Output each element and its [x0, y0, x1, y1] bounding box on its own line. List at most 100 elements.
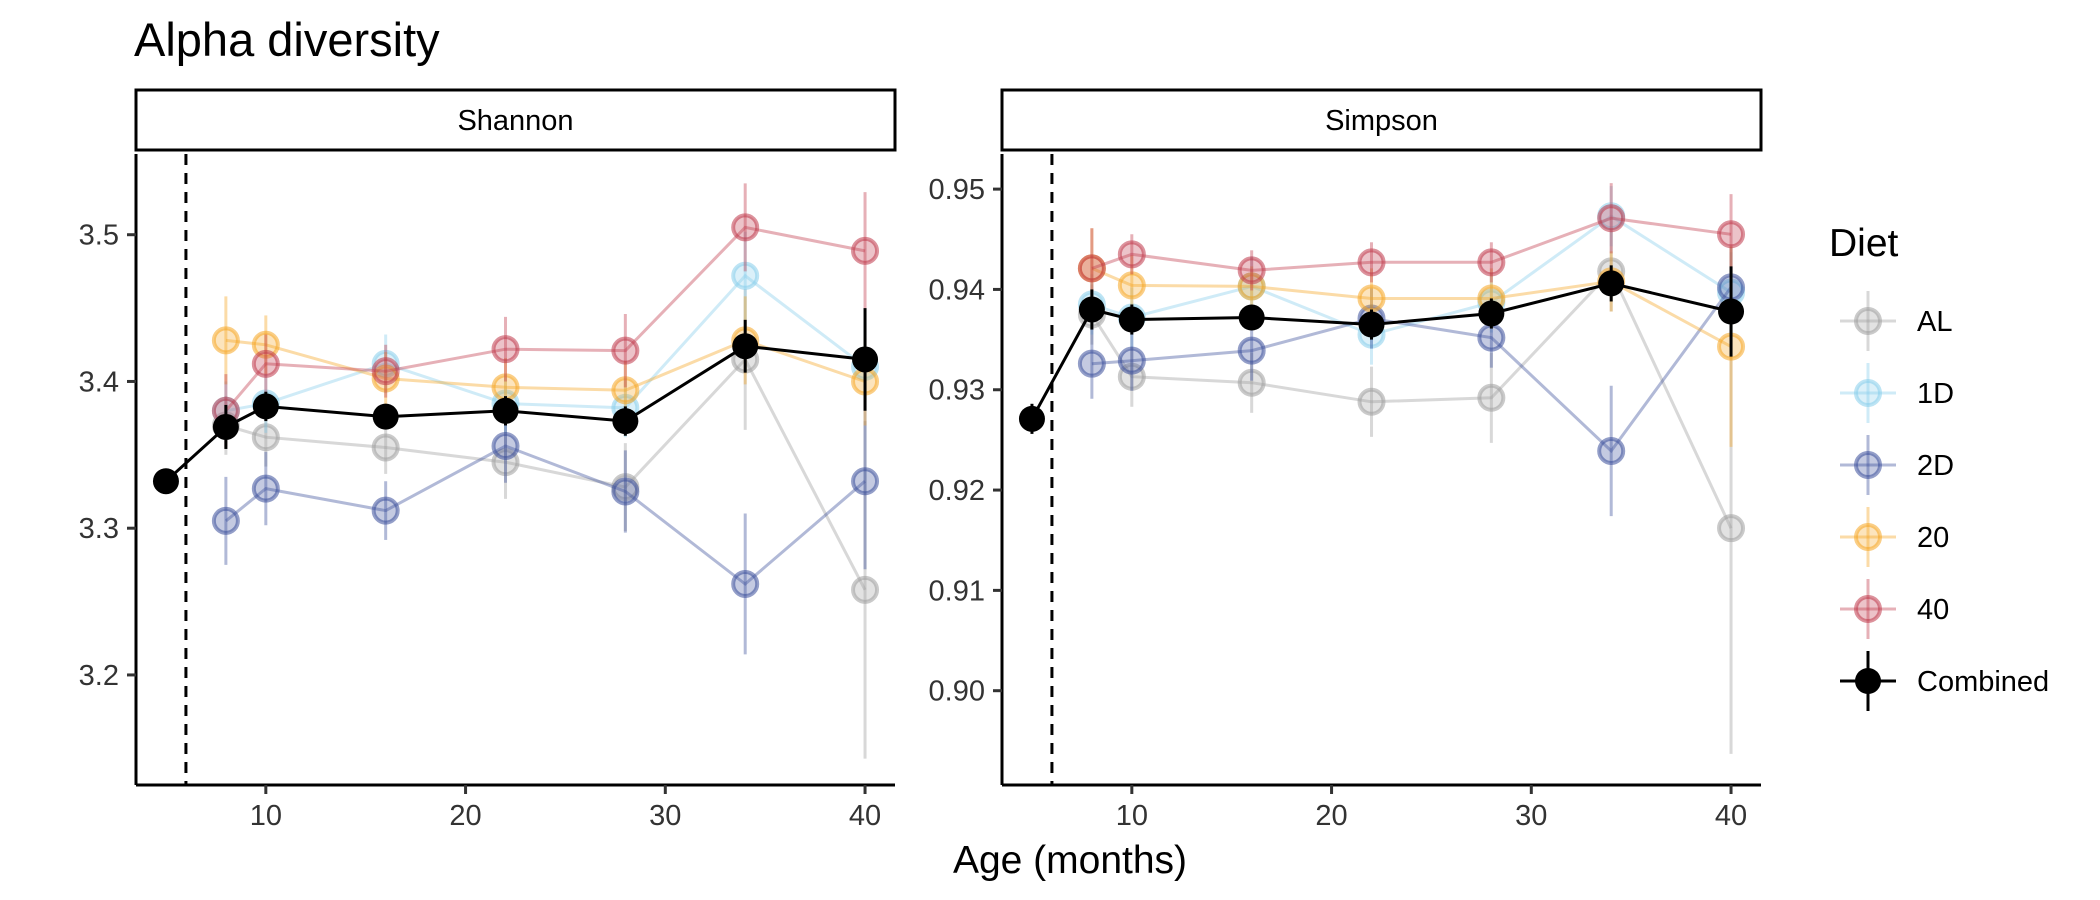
- x-tick-label: 10: [1116, 800, 1148, 832]
- legend-item-2d: 2D: [1840, 435, 1954, 495]
- legend: Diet AL 1D 2D 20 40 Combined: [1829, 222, 2049, 711]
- y-tick-label: 0.90: [929, 676, 985, 708]
- data-point: [1357, 248, 1386, 277]
- data-point: [1117, 346, 1146, 375]
- data-point: [612, 408, 639, 435]
- data-point: [731, 569, 760, 598]
- legend-key-point: [1854, 595, 1882, 623]
- data-point: [1237, 368, 1266, 397]
- y-tick-label: 0.91: [929, 575, 985, 607]
- data-point: [1237, 336, 1266, 365]
- data-point: [1478, 300, 1505, 327]
- data-point: [1597, 436, 1626, 465]
- legend-item-1d: 1D: [1840, 363, 1954, 423]
- series-line: [1091, 216, 1732, 272]
- legend-label: AL: [1917, 306, 1952, 338]
- data-point: [211, 326, 240, 355]
- legend-key-point: [1854, 523, 1882, 551]
- series-40: [1077, 183, 1746, 309]
- data-point: [371, 364, 400, 393]
- y-tick-label: 0.92: [929, 475, 985, 507]
- data-point: [1237, 256, 1266, 285]
- y-tick-label: 0.95: [929, 174, 985, 206]
- legend-label: 20: [1917, 522, 1949, 554]
- legend-item-40: 40: [1840, 579, 1949, 639]
- series-line: [1091, 267, 1732, 348]
- series-line: [225, 273, 866, 413]
- series-1d: [211, 231, 880, 441]
- data-point: [611, 477, 640, 506]
- data-point: [251, 330, 280, 359]
- data-point: [371, 496, 400, 525]
- data-point: [732, 333, 759, 360]
- data-point: [1077, 349, 1106, 378]
- data-point: [1717, 514, 1746, 543]
- y-tick-label: 3.4: [79, 366, 119, 398]
- data-point: [252, 393, 279, 420]
- data-point: [1597, 204, 1626, 233]
- legend-key-point: [1854, 451, 1882, 479]
- series-combined: [152, 308, 879, 495]
- data-point: [212, 413, 239, 440]
- data-point: [731, 261, 760, 290]
- facet-strip: [1000, 88, 1763, 152]
- legend-label: 40: [1917, 594, 1949, 626]
- data-point: [852, 346, 879, 373]
- x-axis-title: Age (months): [953, 839, 1187, 882]
- facet-panels: Shannon 10 20 30 40 3.2 3.3 3.4 3.5 Simpson 10 20 30…: [79, 88, 1763, 832]
- data-point: [1018, 405, 1045, 432]
- y-tick-label: 3.3: [79, 513, 119, 545]
- x-tick-label: 20: [1315, 800, 1347, 832]
- facet-label: Shannon: [457, 105, 573, 137]
- data-point: [211, 506, 240, 535]
- data-point: [1117, 271, 1146, 300]
- facet-label: Simpson: [1325, 105, 1438, 137]
- data-point: [1358, 311, 1385, 338]
- data-point: [851, 236, 880, 265]
- data-point: [251, 349, 280, 378]
- x-tick-label: 40: [849, 800, 881, 832]
- series-al: [1077, 231, 1746, 754]
- data-point: [1717, 220, 1746, 249]
- data-point: [152, 468, 179, 495]
- y-tick-label: 3.2: [79, 660, 119, 692]
- data-point: [1477, 323, 1506, 352]
- data-point: [251, 423, 280, 452]
- data-point: [491, 335, 520, 364]
- data-point: [492, 397, 519, 424]
- legend-title: Diet: [1829, 222, 1899, 265]
- y-tick-label: 0.94: [929, 274, 985, 306]
- legend-label: Combined: [1917, 666, 2049, 698]
- x-tick-label: 30: [1515, 800, 1547, 832]
- legend-label: 1D: [1917, 378, 1954, 410]
- series-line: [224, 225, 866, 412]
- legend-key-point: [1854, 379, 1882, 407]
- x-tick-label: 20: [449, 800, 481, 832]
- data-point: [1718, 298, 1745, 325]
- data-point: [1598, 270, 1625, 297]
- data-point: [371, 433, 400, 462]
- legend-item-al: AL: [1840, 291, 1952, 351]
- data-point: [1477, 248, 1506, 277]
- data-point: [611, 376, 640, 405]
- y-tick-label: 3.5: [79, 220, 119, 252]
- legend-item-20: 20: [1840, 507, 1949, 567]
- data-point: [1118, 306, 1145, 333]
- legend-label: 2D: [1917, 450, 1954, 482]
- data-point: [1078, 296, 1105, 323]
- chart-title: Alpha diversity: [134, 13, 440, 66]
- data-point: [1238, 304, 1265, 331]
- data-point: [611, 336, 640, 365]
- data-point: [371, 357, 400, 386]
- data-point: [1357, 387, 1386, 416]
- x-tick-label: 40: [1715, 800, 1747, 832]
- series-combined: [1018, 265, 1745, 434]
- facet-strip: [134, 88, 897, 152]
- x-tick-label: 30: [649, 800, 681, 832]
- data-point: [251, 474, 280, 503]
- data-point: [731, 213, 760, 242]
- series-2d: [211, 393, 880, 655]
- series-line: [1090, 268, 1733, 529]
- series-line: [224, 444, 866, 586]
